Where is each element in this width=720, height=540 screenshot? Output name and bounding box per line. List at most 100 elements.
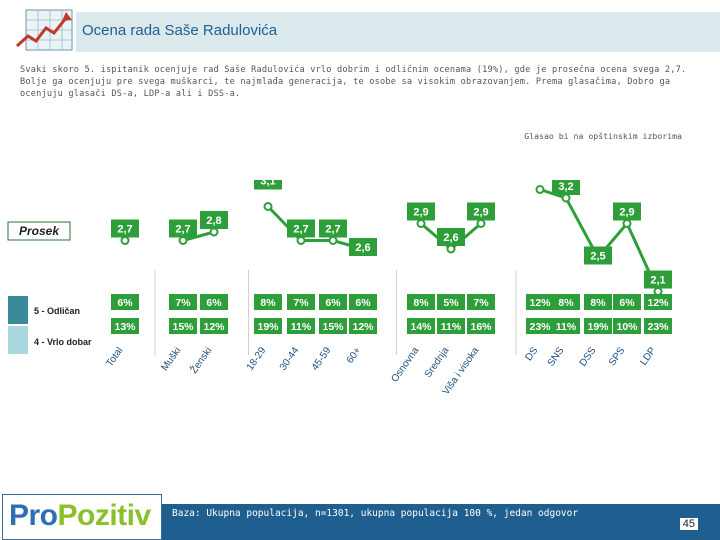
category-label: DS — [523, 345, 540, 363]
vrlo-dobar-value: 19% — [587, 321, 609, 333]
percent-box — [526, 318, 554, 334]
average-label: 2,9 — [619, 207, 634, 219]
category-label: Ženski — [187, 344, 215, 376]
title-bar: Ocena rada Saše Radulovića — [76, 12, 720, 52]
average-label-box — [613, 202, 641, 221]
percent-box — [437, 318, 465, 334]
percent-box — [287, 318, 315, 334]
vrlo-dobar-value: 11% — [556, 321, 577, 333]
description-text: Svaki skoro 5. ispitanik ocenjuje rad Sa… — [20, 65, 687, 99]
vrlo-dobar-value: 19% — [257, 321, 279, 333]
average-point — [535, 185, 545, 194]
percent-box — [319, 294, 347, 310]
odlican-value: 12% — [647, 297, 669, 309]
logo-pozitiv: Pozitiv — [57, 499, 152, 532]
page-number: 45 — [679, 518, 698, 530]
vrlo-dobar-value: 12% — [352, 321, 374, 333]
percent-box — [467, 294, 495, 310]
logo-text: ProPozitiv — [9, 499, 151, 533]
vrlo-dobar-value: 15% — [322, 321, 344, 333]
vrlo-dobar-value: 15% — [172, 321, 194, 333]
average-label: 2,1 — [650, 275, 665, 287]
average-label: 2,7 — [175, 224, 190, 236]
percent-box — [319, 318, 347, 334]
category-label: Total — [104, 345, 125, 369]
vrlo-dobar-value: 23% — [529, 321, 551, 333]
odlican-value: 8% — [558, 297, 574, 309]
odlican-value: 7% — [293, 297, 309, 309]
average-label-box — [437, 228, 465, 246]
percent-box — [584, 318, 612, 334]
average-label-box — [254, 180, 282, 190]
average-label-box — [467, 202, 495, 221]
percent-box — [200, 318, 228, 334]
percent-box — [111, 294, 139, 310]
percent-box — [254, 294, 282, 310]
percent-box — [169, 318, 197, 334]
odlican-value: 6% — [325, 297, 341, 309]
percent-box — [552, 318, 580, 334]
percent-box — [613, 294, 641, 310]
legend-label-odlican: 5 - Odličan — [34, 306, 81, 316]
percent-box — [644, 318, 672, 334]
average-label: 2,7 — [325, 224, 340, 236]
average-label: 2,6 — [443, 232, 458, 244]
average-point — [328, 236, 338, 245]
odlican-value: 5% — [443, 297, 459, 309]
prosek-legend-box — [7, 221, 71, 241]
average-point — [446, 244, 456, 254]
percent-box — [254, 318, 282, 334]
average-point — [653, 287, 663, 296]
average-label-box — [349, 238, 377, 256]
average-label-box — [407, 202, 435, 221]
average-point — [622, 219, 632, 228]
percent-box — [349, 318, 377, 334]
vrlo-dobar-value: 23% — [647, 321, 669, 333]
percent-box — [552, 294, 580, 310]
percent-box — [200, 294, 228, 310]
vrlo-dobar-value: 12% — [203, 321, 225, 333]
category-label: 60+ — [345, 345, 364, 365]
odlican-value: 8% — [590, 297, 606, 309]
odlican-value: 6% — [206, 297, 222, 309]
rating-chart: 2,72,72,83,12,72,72,62,92,62,93,33,22,52… — [7, 180, 672, 397]
average-point — [120, 236, 130, 245]
category-label: 45-59 — [310, 345, 334, 373]
average-point — [178, 236, 188, 245]
average-label: 2,7 — [293, 224, 308, 236]
group-caption: Glasao bi na opštinskim izborima — [524, 131, 682, 141]
logo-pro: Pro — [9, 499, 58, 532]
average-point — [296, 236, 306, 245]
odlican-value: 6% — [355, 297, 371, 309]
average-label-box — [644, 270, 672, 289]
odlican-value: 6% — [619, 297, 635, 309]
page-title: Ocena rada Saše Radulovića — [82, 22, 278, 39]
odlican-value: 8% — [260, 297, 276, 309]
average-point — [561, 193, 571, 203]
percent-box — [407, 294, 435, 310]
average-label-box — [287, 219, 315, 238]
category-label: DSS — [578, 345, 599, 368]
percent-box — [407, 318, 435, 334]
legend-swatch-vrlo-dobar — [8, 326, 28, 354]
trend-chart-icon — [15, 9, 73, 51]
percent-box — [467, 318, 495, 334]
odlican-value: 12% — [529, 297, 551, 309]
footer-bar: Baza: Ukupna populacija, n=1301, ukupna … — [162, 504, 720, 540]
base-note: Baza: Ukupna populacija, n=1301, ukupna … — [172, 508, 579, 519]
average-label: 2,5 — [590, 251, 605, 263]
average-label: 2,8 — [206, 215, 221, 227]
average-line — [266, 205, 364, 251]
vrlo-dobar-value: 11% — [291, 321, 312, 333]
average-label-box — [111, 219, 139, 238]
percent-box — [644, 294, 672, 310]
average-point — [209, 227, 219, 237]
average-label: 3,1 — [260, 180, 275, 188]
average-label-box — [200, 211, 228, 229]
average-label: 2,6 — [355, 242, 370, 254]
average-point — [416, 219, 426, 228]
average-label: 3,2 — [558, 181, 573, 193]
average-label-box — [319, 219, 347, 238]
average-label-box — [584, 246, 612, 265]
odlican-value: 6% — [117, 297, 133, 309]
